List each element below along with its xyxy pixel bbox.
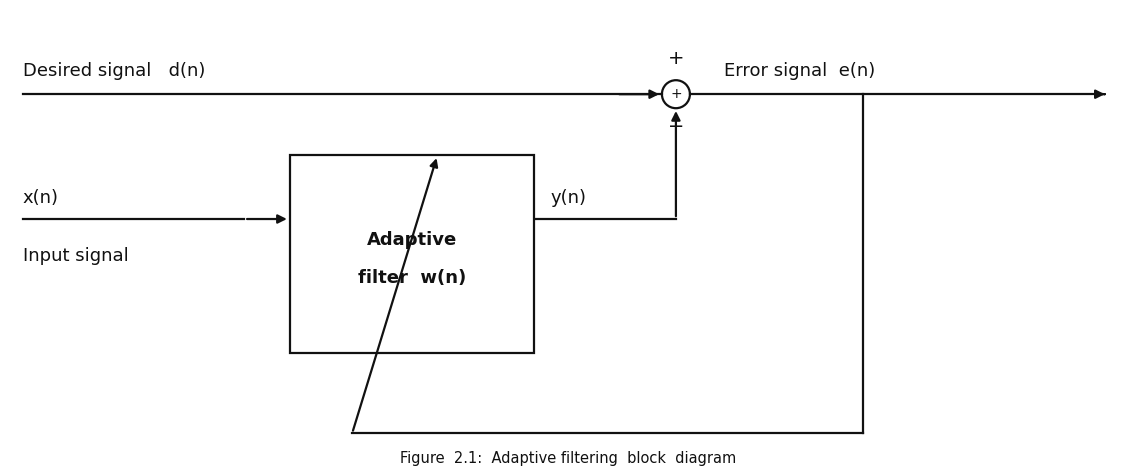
Text: Desired signal   d(n): Desired signal d(n): [23, 62, 206, 80]
Text: Error signal  e(n): Error signal e(n): [724, 62, 875, 80]
Text: +: +: [670, 87, 682, 101]
Text: Input signal: Input signal: [23, 247, 128, 265]
Text: +: +: [668, 49, 684, 68]
Text: filter  w(n): filter w(n): [358, 269, 466, 287]
Text: Adaptive: Adaptive: [367, 231, 457, 250]
Text: x(n): x(n): [23, 189, 59, 207]
Bar: [290, 155, 534, 353]
Text: y(n): y(n): [551, 189, 587, 207]
Text: Figure  2.1:  Adaptive filtering  block  diagram: Figure 2.1: Adaptive filtering block dia…: [400, 451, 736, 466]
Text: −: −: [668, 117, 684, 136]
